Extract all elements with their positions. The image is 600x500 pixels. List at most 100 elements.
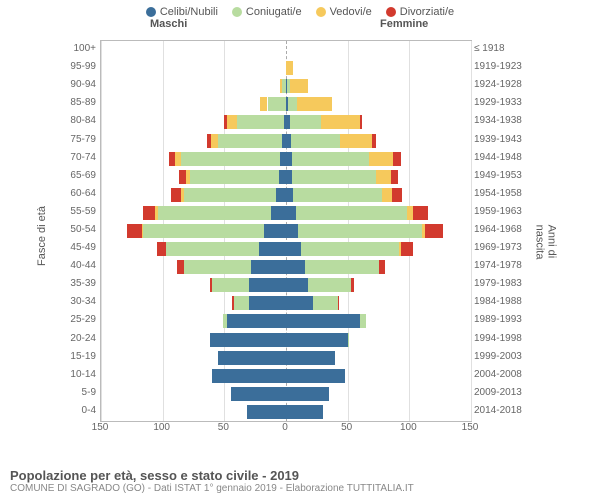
header-females: Femmine bbox=[380, 18, 428, 30]
bar-segment-female bbox=[301, 242, 400, 256]
bar-segment-male bbox=[177, 260, 183, 274]
bar-segment-female bbox=[360, 115, 362, 129]
age-label: 15-19 bbox=[56, 349, 96, 365]
age-label: 10-14 bbox=[56, 367, 96, 383]
bar-segment-female bbox=[401, 242, 413, 256]
bar-segment-male bbox=[210, 278, 212, 292]
bar-segment-male bbox=[186, 170, 190, 184]
bar-segment-male bbox=[276, 188, 286, 202]
bar-segment-female bbox=[392, 188, 402, 202]
bar-segment-female bbox=[286, 278, 308, 292]
age-row bbox=[101, 78, 471, 94]
bar-segment-female bbox=[308, 278, 351, 292]
bar-segment-female bbox=[286, 314, 360, 328]
bar-segment-female bbox=[338, 296, 339, 310]
legend: Celibi/Nubili Coniugati/e Vedovi/e Divorzia… bbox=[0, 0, 600, 18]
bar-segment-male bbox=[166, 242, 259, 256]
age-row bbox=[101, 332, 471, 348]
birth-year-label: 1999-2003 bbox=[474, 349, 534, 365]
bar-segment-male bbox=[212, 369, 286, 383]
y-axis-title-left: Fasce di età bbox=[36, 206, 48, 266]
age-row bbox=[101, 386, 471, 402]
age-label: 75-79 bbox=[56, 132, 96, 148]
bar-segment-female bbox=[286, 224, 298, 238]
legend-item: Coniugati/e bbox=[232, 6, 302, 18]
bar-segment-male bbox=[234, 296, 249, 310]
bar-segment-female bbox=[286, 260, 305, 274]
bar-segment-female bbox=[286, 387, 329, 401]
bar-segment-male bbox=[155, 206, 157, 220]
bar-segment-male bbox=[175, 152, 181, 166]
bar-segment-female bbox=[340, 134, 372, 148]
bar-segment-male bbox=[158, 206, 271, 220]
bar-segment-male bbox=[264, 224, 286, 238]
bar-segment-female bbox=[292, 170, 376, 184]
header-males: Maschi bbox=[150, 18, 187, 30]
bar-segment-male bbox=[251, 260, 286, 274]
bar-segment-male bbox=[259, 242, 286, 256]
bar-segment-male bbox=[171, 188, 181, 202]
bar-segment-male bbox=[210, 333, 286, 347]
age-row bbox=[101, 241, 471, 257]
bar-segment-male bbox=[211, 134, 218, 148]
age-row bbox=[101, 350, 471, 366]
bar-segment-female bbox=[286, 405, 323, 419]
bar-segment-male bbox=[280, 79, 282, 93]
bar-segment-male bbox=[181, 188, 183, 202]
age-label: 65-69 bbox=[56, 168, 96, 184]
bar-segment-female bbox=[297, 97, 332, 111]
bar-segment-female bbox=[348, 333, 349, 347]
legend-swatch bbox=[316, 7, 326, 17]
age-label: 95-99 bbox=[56, 59, 96, 75]
birth-year-label: 1929-1933 bbox=[474, 95, 534, 111]
bar-segment-male bbox=[249, 278, 286, 292]
x-tick-label: 50 bbox=[341, 422, 352, 433]
bar-segment-male bbox=[218, 134, 282, 148]
legend-item: Divorziati/e bbox=[386, 6, 454, 18]
age-row bbox=[101, 42, 471, 58]
bar-segment-male bbox=[181, 152, 280, 166]
bar-segment-female bbox=[382, 188, 392, 202]
bar-segment-male bbox=[142, 224, 143, 238]
age-label: 25-29 bbox=[56, 312, 96, 328]
x-tick-label: 150 bbox=[92, 422, 109, 433]
bar-segment-female bbox=[286, 296, 313, 310]
age-label: 55-59 bbox=[56, 204, 96, 220]
bar-segment-male bbox=[260, 97, 267, 111]
legend-label: Celibi/Nubili bbox=[160, 6, 218, 18]
birth-year-label: 2009-2013 bbox=[474, 385, 534, 401]
bar-segment-female bbox=[286, 206, 296, 220]
age-row bbox=[101, 205, 471, 221]
bar-segment-male bbox=[212, 278, 249, 292]
age-row bbox=[101, 151, 471, 167]
legend-item: Vedovi/e bbox=[316, 6, 372, 18]
birth-year-label: 1979-1983 bbox=[474, 276, 534, 292]
age-row bbox=[101, 313, 471, 329]
age-label: 30-34 bbox=[56, 294, 96, 310]
bar-segment-female bbox=[293, 188, 382, 202]
age-label: 100+ bbox=[56, 41, 96, 57]
bar-segment-female bbox=[376, 170, 391, 184]
birth-year-label: 1989-1993 bbox=[474, 312, 534, 328]
chart-area: Fasce di età Anni di nascita 15010050050… bbox=[60, 40, 530, 440]
legend-swatch bbox=[386, 7, 396, 17]
bar-segment-female bbox=[286, 242, 301, 256]
bar-segment-female bbox=[296, 206, 407, 220]
age-row bbox=[101, 187, 471, 203]
bar-segment-male bbox=[127, 224, 142, 238]
age-label: 90-94 bbox=[56, 77, 96, 93]
bar-segment-male bbox=[231, 387, 287, 401]
age-row bbox=[101, 259, 471, 275]
bar-segment-male bbox=[223, 314, 227, 328]
age-row bbox=[101, 133, 471, 149]
bar-segment-female bbox=[290, 115, 321, 129]
bar-segment-female bbox=[298, 224, 421, 238]
bar-segment-male bbox=[184, 188, 277, 202]
plot bbox=[100, 40, 472, 422]
footer-subtitle: COMUNE DI SAGRADO (GO) - Dati ISTAT 1° g… bbox=[10, 483, 414, 494]
birth-year-label: 1939-1943 bbox=[474, 132, 534, 148]
birth-year-label: 1969-1973 bbox=[474, 240, 534, 256]
x-tick-label: 150 bbox=[462, 422, 479, 433]
age-label: 5-9 bbox=[56, 385, 96, 401]
grid-line bbox=[471, 41, 472, 421]
